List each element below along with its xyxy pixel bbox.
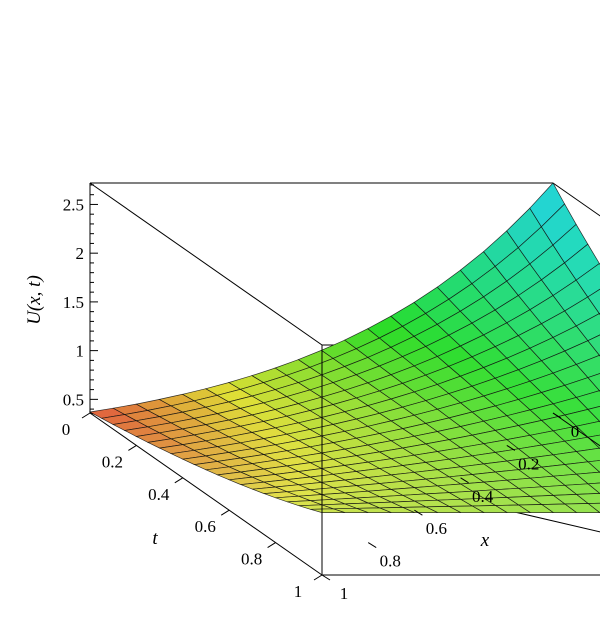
x-axis-title: x <box>480 530 490 551</box>
t-major-tick <box>313 574 323 581</box>
x-major-tick <box>506 444 516 451</box>
axis-tick-labels: 0.5 1 1.5 2 2.5 0 0.2 0.4 0.6 0.8 1 0 0.2 0.4 0.6 0.8 1 <box>62 195 580 603</box>
surface-cell <box>575 262 600 298</box>
x-tick-label: 0.4 <box>472 487 494 506</box>
surface-cell <box>587 482 600 494</box>
surface-cell <box>575 313 600 342</box>
t-major-tick <box>220 509 230 516</box>
surface-cell <box>575 354 600 379</box>
z-tick-label: 2.5 <box>63 195 84 214</box>
surface-cell <box>587 406 600 422</box>
surface-cell <box>587 373 600 392</box>
z-tick-label: 1.5 <box>63 293 84 312</box>
surface-cell <box>587 460 600 473</box>
t-major-tick <box>174 477 184 484</box>
box-edge-floor-left <box>89 412 323 576</box>
x-major-tick <box>367 542 377 549</box>
surface-cell <box>575 420 600 438</box>
x-tick-label: 0.2 <box>518 454 539 473</box>
t-major-tick <box>267 542 276 549</box>
x-major-tick <box>552 412 562 419</box>
x-tick-label: 0.8 <box>380 552 401 571</box>
box-edge-top-left <box>89 182 323 346</box>
t-tick-label: 0.2 <box>102 452 123 471</box>
x-tick-label: 0.6 <box>426 519 447 538</box>
x-tick-label: 1 <box>340 584 349 603</box>
t-tick-label: 0 <box>62 420 71 439</box>
box-edge-top-right <box>552 182 600 217</box>
x-tick-label: 0 <box>571 422 580 441</box>
t-axis-title: t <box>152 528 158 549</box>
surface-cell <box>575 471 600 485</box>
axis-ticks <box>81 184 562 581</box>
z-axis-title: U(x, t) <box>24 275 45 325</box>
t-major-tick <box>81 412 91 419</box>
surface-cell <box>587 288 600 315</box>
surface-cell <box>575 447 600 463</box>
z-tick-label: 0.5 <box>63 390 84 409</box>
surface-cell <box>587 334 600 356</box>
surface-cell <box>587 502 600 513</box>
surface-cell <box>575 390 600 410</box>
t-tick-label: 0.6 <box>195 517 216 536</box>
t-tick-label: 0.4 <box>148 485 170 504</box>
box-edge-floor-front-right <box>552 412 600 447</box>
front-box-edges <box>89 345 600 576</box>
x-major-tick <box>414 509 423 516</box>
x-major-tick <box>321 574 331 581</box>
t-tick-label: 0.8 <box>241 550 262 569</box>
z-tick-label: 1 <box>76 342 85 361</box>
t-tick-label: 1 <box>294 582 303 601</box>
surface-cell <box>575 493 600 504</box>
surface-mesh <box>88 182 600 513</box>
x-major-tick <box>460 477 469 484</box>
z-tick-label: 2 <box>76 244 85 263</box>
t-major-tick <box>128 444 137 451</box>
